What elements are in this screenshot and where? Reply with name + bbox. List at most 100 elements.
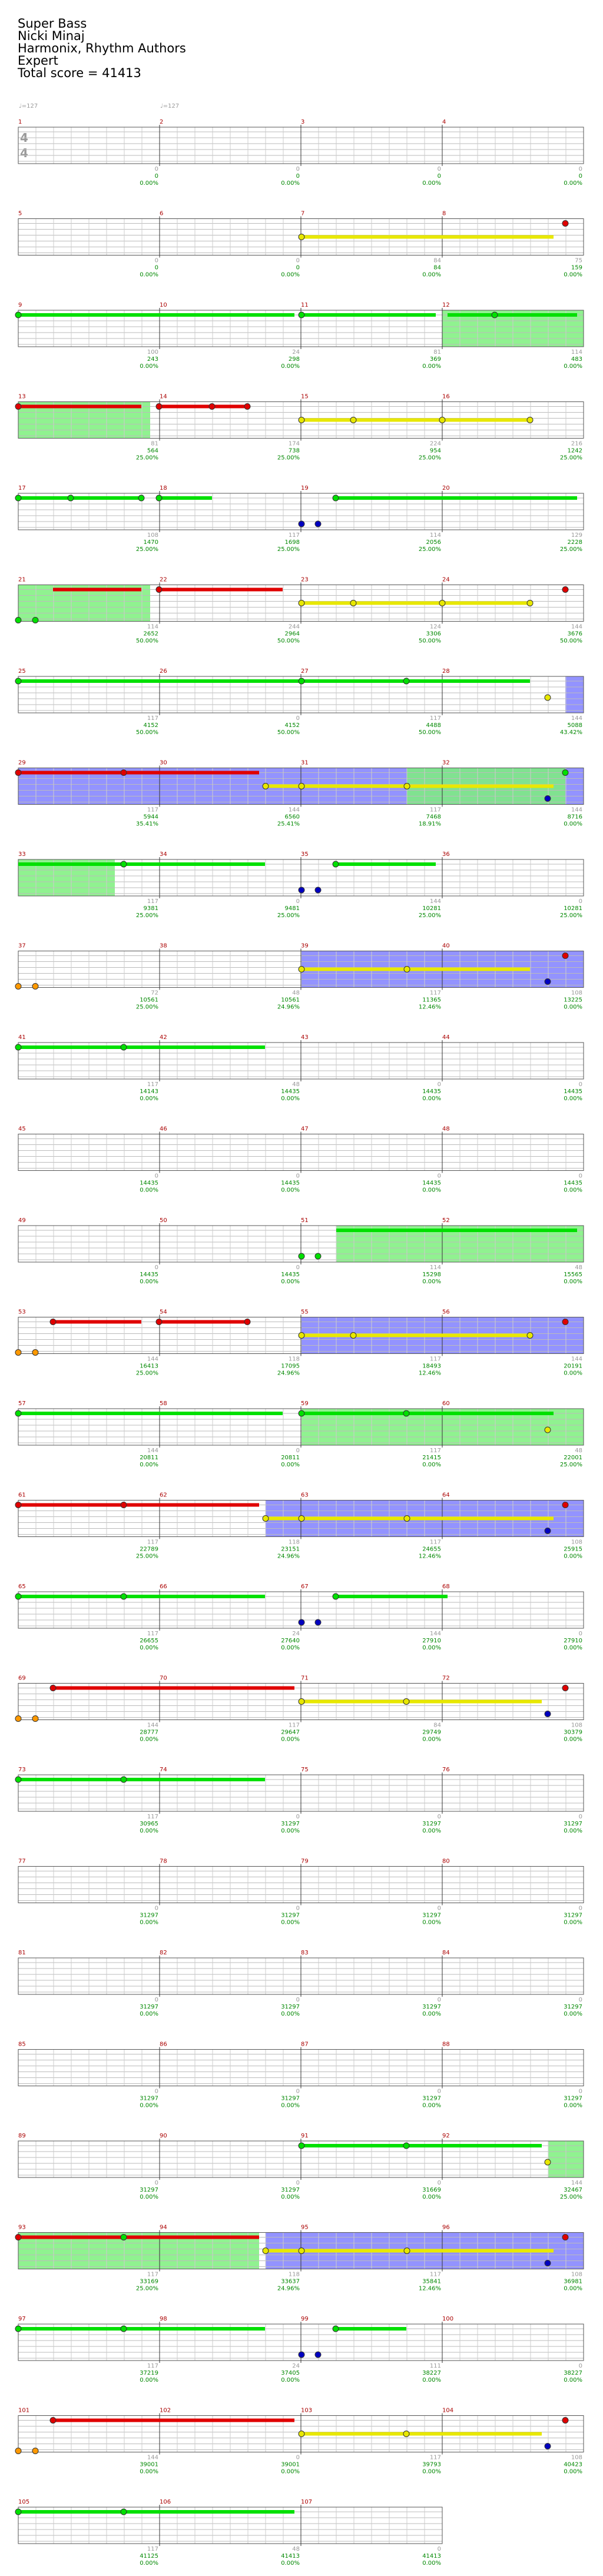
measure-number: 69: [18, 1675, 26, 1682]
cumulative-score: 39793: [422, 2462, 441, 2468]
note-gem: [403, 678, 410, 685]
measure-score: 129: [571, 532, 582, 539]
measure-score: 0: [296, 2089, 300, 2095]
percent-label: 0.00%: [281, 1096, 300, 1102]
measure-score: 0: [296, 1906, 300, 1912]
measure-number: 81: [18, 1950, 26, 1956]
note-gem: [298, 234, 305, 240]
measure-number: 9: [18, 302, 22, 308]
measure-score: 84: [433, 258, 441, 264]
measure-score: 0: [296, 1814, 300, 1820]
note-gem: [244, 403, 251, 410]
measure-score: 81: [151, 441, 158, 447]
measure-number: 59: [301, 1400, 309, 1407]
note-gem: [544, 978, 551, 985]
measure-score: 24: [292, 349, 300, 356]
percent-label: 50.00%: [560, 638, 582, 645]
measure-score: 144: [147, 1722, 158, 1729]
note-gem: [439, 417, 446, 423]
measure-number: 76: [442, 1767, 450, 1773]
cumulative-score: 15298: [422, 1272, 441, 1278]
measure-score: 0: [155, 2089, 158, 2095]
measure-score: 117: [289, 532, 300, 539]
cumulative-score: 483: [571, 356, 582, 363]
note-gem: [120, 1593, 127, 1600]
measure-score: 216: [571, 441, 582, 447]
cumulative-score: 31297: [422, 1821, 441, 1827]
note-gem: [155, 586, 163, 593]
measure-score: 144: [147, 2455, 158, 2461]
measure-number: 46: [160, 1126, 167, 1133]
measure-score: 118: [289, 2272, 300, 2278]
percent-label: 0.00%: [422, 2560, 441, 2567]
measure-score: 144: [289, 807, 300, 814]
note-gem: [120, 769, 127, 776]
cumulative-score: 21415: [422, 1455, 441, 1461]
note-gem: [332, 1593, 339, 1600]
measure-number: 30: [160, 760, 167, 766]
percent-label: 0.00%: [422, 1279, 441, 1285]
percent-label: 0.00%: [140, 272, 158, 278]
measure-score: 108: [571, 2455, 582, 2461]
measure-number: 67: [301, 1584, 309, 1590]
note-gem: [298, 1253, 305, 1260]
measure-score: 48: [575, 1264, 582, 1271]
measure-number: 92: [442, 2133, 450, 2139]
cumulative-score: 11365: [422, 997, 441, 1004]
percent-label: 0.00%: [140, 2469, 158, 2475]
measure-number: 2: [160, 119, 163, 125]
measure-score: 114: [147, 624, 158, 630]
cumulative-score: 14435: [140, 1272, 158, 1278]
measure-score: 0: [155, 2180, 158, 2186]
staff-rows: 0 0 0 000.00%00.00%00.00%00.00%1 2 3 40 0 84 7500…: [15, 119, 584, 2567]
measure-score: 114: [430, 532, 441, 539]
cumulative-score: 31297: [281, 2187, 300, 2193]
note-gem: [314, 520, 322, 527]
measure-number: 28: [442, 668, 450, 675]
time-signature-bottom: 4: [20, 146, 28, 160]
cumulative-score: 31297: [281, 2004, 300, 2010]
percent-label: 25.00%: [277, 546, 300, 553]
percent-label: 50.00%: [419, 729, 441, 736]
percent-label: 0.00%: [422, 2011, 441, 2017]
cumulative-score: 31297: [140, 2187, 158, 2193]
measure-number: 50: [160, 1217, 167, 1224]
measure-score: 0: [579, 1081, 582, 1088]
measure-number: 96: [442, 2225, 450, 2231]
note-gem: [15, 769, 22, 776]
measure-score: 124: [430, 624, 441, 630]
measure-score: 117: [147, 1081, 158, 1088]
cumulative-score: 24655: [422, 1546, 441, 1553]
staff-row: 72 48 117 1081056125.00%1056124.96%1136512.…: [15, 948, 584, 1011]
measure-score: 0: [155, 1906, 158, 1912]
percent-label: 0.00%: [140, 180, 158, 187]
note-gem: [526, 600, 534, 606]
note-gem: [155, 494, 163, 502]
cumulative-score: 14435: [281, 1272, 300, 1278]
measure-number: 101: [18, 2408, 29, 2414]
cumulative-score: 38227: [422, 2370, 441, 2376]
note-gem: [562, 1319, 569, 1325]
percent-label: 0.00%: [281, 363, 300, 370]
percent-label: 25.00%: [419, 455, 441, 462]
staff-row: 0 0 0 144312970.00%312970.00%316690.00%3246…: [18, 2139, 584, 2200]
note-gem: [15, 1715, 22, 1722]
note-gem: [350, 417, 357, 423]
measure-number: 87: [301, 2041, 309, 2048]
measure-number: 38: [160, 943, 167, 950]
measure-number: 93: [18, 2225, 26, 2231]
percent-label: 0.00%: [140, 1187, 158, 1194]
cumulative-score: 15565: [564, 1272, 582, 1278]
note-gem: [562, 1502, 569, 1508]
measure-number: 34: [160, 851, 167, 858]
percent-label: 0.00%: [422, 1645, 441, 1651]
measure-number: 12: [442, 302, 450, 308]
measure-score: 117: [147, 1539, 158, 1546]
measure-score: 48: [292, 2546, 300, 2552]
note-gem: [120, 2325, 127, 2332]
note-gem: [544, 1711, 551, 1717]
note-gem: [298, 887, 305, 894]
percent-label: 0.00%: [281, 2194, 300, 2200]
percent-label: 12.46%: [419, 1370, 441, 1377]
